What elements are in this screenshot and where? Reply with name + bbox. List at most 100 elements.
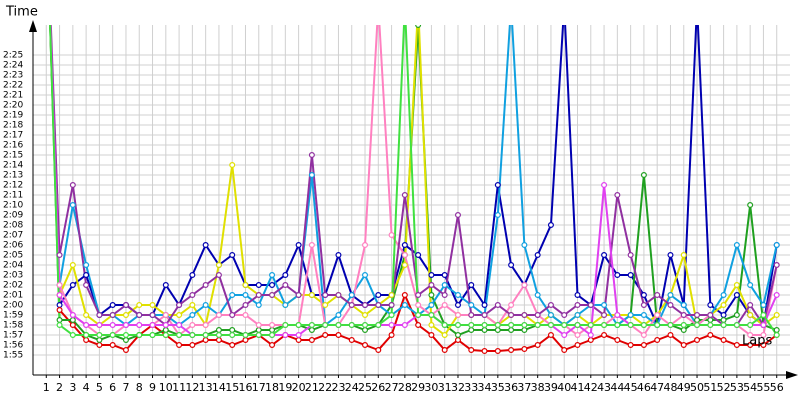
data-point xyxy=(561,322,568,329)
data-point xyxy=(760,302,767,309)
x-tick-label: 31 xyxy=(438,381,452,394)
data-point xyxy=(454,292,461,299)
data-point xyxy=(295,322,302,329)
data-point xyxy=(574,312,581,319)
data-point xyxy=(189,292,196,299)
x-tick-label: 28 xyxy=(398,381,412,394)
data-point xyxy=(269,332,276,339)
data-point xyxy=(587,322,594,329)
x-tick-label: 22 xyxy=(318,381,332,394)
data-point xyxy=(680,252,687,259)
data-point xyxy=(348,337,355,344)
data-point xyxy=(388,332,395,339)
data-point xyxy=(667,252,674,259)
y-tick-label: 2:08 xyxy=(3,221,23,231)
x-tick-label: 15 xyxy=(225,381,239,394)
data-point xyxy=(640,342,647,349)
x-tick-label: 18 xyxy=(265,381,279,394)
data-point xyxy=(494,182,501,189)
data-point xyxy=(189,272,196,279)
x-arrow xyxy=(786,371,798,379)
data-point xyxy=(680,322,687,329)
data-point xyxy=(242,337,249,344)
data-point xyxy=(521,282,528,289)
data-point xyxy=(229,162,236,169)
data-point xyxy=(56,292,63,299)
data-point xyxy=(534,322,541,329)
data-point xyxy=(494,348,501,355)
data-point xyxy=(494,327,501,334)
data-point xyxy=(375,347,382,354)
data-point xyxy=(308,327,315,334)
data-point xyxy=(534,252,541,259)
data-point xyxy=(534,312,541,319)
data-point xyxy=(295,332,302,339)
data-point xyxy=(547,222,554,229)
data-point xyxy=(680,302,687,309)
x-tick-label: 12 xyxy=(185,381,199,394)
data-point xyxy=(242,302,249,309)
data-point xyxy=(747,322,754,329)
data-point xyxy=(454,322,461,329)
x-tick-label: 48 xyxy=(663,381,677,394)
data-point xyxy=(269,292,276,299)
data-point xyxy=(441,272,448,279)
data-point xyxy=(255,327,262,334)
data-point xyxy=(362,312,369,319)
x-tick-label: 42 xyxy=(584,381,598,394)
data-point xyxy=(561,312,568,319)
data-point xyxy=(401,192,408,199)
data-point xyxy=(667,302,674,309)
data-point xyxy=(401,292,408,299)
x-tick-label: 1 xyxy=(43,381,50,394)
data-point xyxy=(122,337,129,344)
data-point xyxy=(614,322,621,329)
data-point xyxy=(242,282,249,289)
data-point xyxy=(521,322,528,329)
data-point xyxy=(707,302,714,309)
data-point xyxy=(83,322,90,329)
data-point xyxy=(136,332,143,339)
x-axis-title: Laps xyxy=(742,334,772,349)
data-point xyxy=(229,342,236,349)
y-tick-label: 2:03 xyxy=(3,271,23,281)
data-point xyxy=(122,302,129,309)
data-point xyxy=(707,332,714,339)
data-point xyxy=(534,342,541,349)
x-tick-label: 2 xyxy=(56,381,63,394)
data-point xyxy=(162,312,169,319)
x-tick-label: 38 xyxy=(531,381,545,394)
data-point xyxy=(680,342,687,349)
data-point xyxy=(269,282,276,289)
data-point xyxy=(83,337,90,344)
data-point xyxy=(69,202,76,209)
data-point xyxy=(733,242,740,249)
data-point xyxy=(733,322,740,329)
data-point xyxy=(388,302,395,309)
data-point xyxy=(202,242,209,249)
data-point xyxy=(56,307,63,314)
data-point xyxy=(733,312,740,319)
data-point xyxy=(362,242,369,249)
data-point xyxy=(242,312,249,319)
data-point xyxy=(176,312,183,319)
data-point xyxy=(468,302,475,309)
y-tick-label: 2:16 xyxy=(3,141,23,151)
data-point xyxy=(202,282,209,289)
data-point xyxy=(508,347,515,354)
data-point xyxy=(534,292,541,299)
data-point xyxy=(83,332,90,339)
data-point xyxy=(640,302,647,309)
x-tick-label: 37 xyxy=(517,381,531,394)
data-point xyxy=(415,302,422,309)
data-point xyxy=(375,292,382,299)
x-tick-label: 10 xyxy=(159,381,173,394)
data-point xyxy=(614,312,621,319)
data-point xyxy=(428,282,435,289)
y-tick-label: 2:04 xyxy=(3,261,23,271)
data-point xyxy=(401,322,408,329)
data-point xyxy=(83,312,90,319)
data-point xyxy=(773,312,780,319)
data-point xyxy=(428,332,435,339)
data-point xyxy=(680,327,687,334)
